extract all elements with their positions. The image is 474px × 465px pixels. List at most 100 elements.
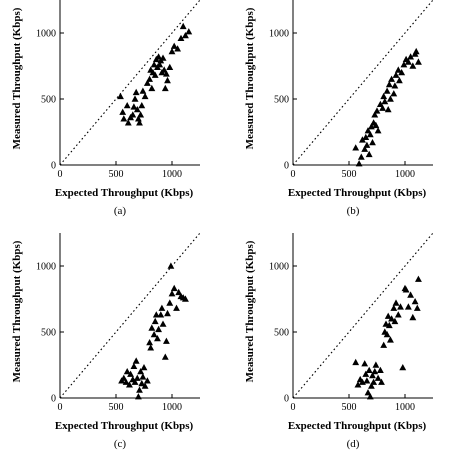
data-point-triangle	[139, 87, 147, 94]
data-point-triangle	[143, 377, 151, 384]
data-point-triangle	[167, 262, 175, 269]
x-tick-label: 0	[58, 402, 63, 413]
data-point-triangle	[387, 95, 394, 102]
y-tick-label: 500	[41, 95, 56, 106]
data-point-triangle	[120, 374, 128, 381]
data-point-triangle	[139, 373, 147, 380]
data-point-triangle	[119, 108, 127, 115]
data-point-triangle	[373, 107, 381, 114]
data-point-triangle	[372, 361, 380, 368]
x-tick-label: 1000	[162, 402, 182, 413]
data-point-triangle	[407, 53, 414, 60]
data-point-triangle	[387, 336, 394, 343]
data-point-triangle	[390, 304, 398, 311]
data-point-triangle	[371, 368, 379, 375]
data-point-triangle	[164, 76, 171, 84]
data-point-triangle	[150, 61, 158, 68]
data-point-triangle	[158, 304, 166, 311]
data-point-triangle	[352, 144, 360, 151]
data-point-triangle	[148, 324, 156, 331]
data-point-triangle	[160, 66, 168, 73]
y-axis-title: Measured Throughput (Kbps)	[11, 240, 23, 382]
data-point-triangle	[394, 311, 402, 318]
data-point-triangle	[137, 368, 145, 375]
scatter-panel-4: 0 500 1000 0 500 1000 Expected Throughput (Kbp…	[244, 232, 434, 450]
x-tick-label: 500	[342, 402, 357, 413]
data-point-triangle	[150, 331, 158, 338]
data-point-triangle	[415, 275, 422, 282]
x-axis-title: Expected Throughput (Kbps)	[288, 420, 427, 432]
data-point-triangle	[396, 76, 403, 84]
x-axis-title: Expected Throughput (Kbps)	[288, 187, 427, 199]
data-point-triangle	[175, 288, 183, 296]
data-point-triangle	[352, 358, 360, 366]
y-tick-label: 1000	[269, 29, 289, 40]
y-tick-label: 1000	[36, 262, 56, 273]
data-point-triangle	[152, 311, 160, 318]
data-point-triangle	[126, 381, 133, 388]
data-point-triangle	[117, 92, 124, 100]
data-point-triangle	[380, 92, 388, 100]
data-point-triangle	[135, 115, 142, 122]
data-point-triangle	[182, 32, 189, 39]
data-point-triangle	[130, 103, 138, 110]
reference-line-y-equals-x	[59, 0, 201, 166]
data-point-triangle	[385, 321, 393, 329]
y-tick-label: 0	[51, 394, 56, 405]
y-tick-label: 1000	[36, 29, 56, 40]
x-tick-label: 0	[58, 169, 63, 180]
x-tick-label: 0	[291, 169, 296, 180]
data-point-triangle	[361, 360, 369, 367]
data-point-triangle	[124, 119, 132, 126]
panel-caption: (b)	[347, 205, 360, 217]
data-point-triangle	[174, 45, 181, 52]
x-tick-label: 1000	[162, 169, 182, 180]
data-point-triangle	[391, 317, 399, 325]
data-point-triangle	[383, 331, 391, 338]
data-point-triangle	[163, 337, 170, 344]
y-axis-title: Measured Throughput (Kbps)	[244, 7, 256, 149]
data-point-triangle	[369, 139, 376, 146]
data-point-triangle	[376, 366, 384, 373]
data-point-triangle	[137, 111, 145, 118]
data-point-triangle	[143, 79, 151, 86]
data-point-triangle	[140, 364, 148, 371]
data-point-triangle	[363, 141, 371, 148]
data-point-triangle	[130, 362, 138, 369]
data-point-triangle	[388, 315, 395, 322]
y-tick-label: 1000	[269, 262, 289, 273]
data-point-triangle	[151, 71, 159, 78]
data-point-triangle	[409, 62, 417, 69]
data-point-triangle	[357, 153, 365, 160]
data-point-triangle	[166, 63, 174, 70]
data-point-triangle	[161, 353, 169, 360]
data-point-triangle	[398, 69, 406, 76]
data-point-triangle	[407, 291, 414, 298]
data-point-triangle	[364, 389, 372, 396]
y-axis-title: Measured Throughput (Kbps)	[11, 7, 23, 149]
data-point-triangle	[368, 382, 375, 389]
data-point-triangle	[168, 290, 176, 297]
data-point-triangle	[379, 104, 386, 111]
data-point-triangle	[120, 115, 128, 122]
data-point-triangle	[146, 339, 153, 346]
data-point-triangle	[182, 295, 189, 302]
data-point-triangle	[394, 66, 402, 73]
data-point-triangle	[365, 150, 373, 158]
data-point-triangle	[168, 47, 176, 55]
data-point-triangle	[129, 111, 137, 118]
data-point-triangle	[397, 303, 404, 310]
data-point-triangle	[133, 106, 141, 113]
data-point-triangle	[390, 90, 398, 97]
data-point-triangle	[131, 95, 139, 102]
x-axis-title: Expected Throughput (Kbps)	[55, 187, 194, 199]
data-point-triangle	[136, 386, 143, 393]
data-point-triangle	[123, 368, 131, 375]
data-point-triangle	[133, 374, 141, 381]
data-point-triangle	[135, 393, 142, 400]
data-point-triangle	[131, 378, 139, 385]
y-tick-label: 500	[274, 328, 289, 339]
x-tick-label: 0	[291, 402, 296, 413]
panel-caption: (d)	[347, 438, 360, 450]
x-tick-label: 500	[342, 169, 357, 180]
